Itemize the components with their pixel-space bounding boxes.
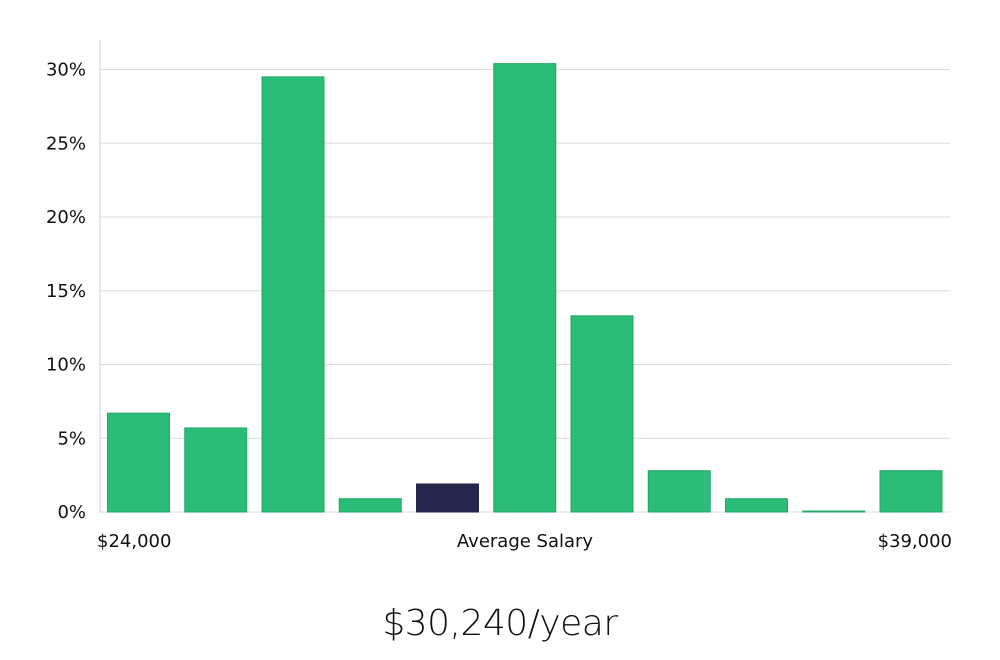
bar bbox=[647, 470, 711, 513]
y-tick-label: 25% bbox=[46, 133, 86, 154]
bars bbox=[107, 63, 943, 513]
bar bbox=[570, 315, 634, 513]
bar bbox=[107, 412, 170, 513]
x-end-label: $39,000 bbox=[878, 531, 952, 552]
bar bbox=[184, 427, 248, 513]
average-salary-headline: $30,240/year bbox=[382, 603, 618, 644]
y-tick-label: 0% bbox=[57, 502, 86, 523]
chart-canvas: 0% 5% 10% 15% 20% 25% 30% $24,000 Average Sala… bbox=[46, 40, 952, 552]
bar bbox=[493, 63, 557, 513]
x-start-label: $24,000 bbox=[97, 531, 171, 552]
x-center-label: Average Salary bbox=[457, 531, 594, 552]
bar bbox=[338, 498, 402, 513]
bar bbox=[802, 510, 866, 513]
bar bbox=[261, 76, 325, 513]
y-tick-label: 15% bbox=[46, 281, 86, 302]
y-tick-label: 10% bbox=[46, 355, 86, 376]
bar-highlighted bbox=[416, 483, 479, 513]
y-tick-label: 5% bbox=[57, 428, 86, 449]
bar bbox=[725, 498, 788, 513]
y-axis-tick-labels: 0% 5% 10% 15% 20% 25% 30% bbox=[46, 60, 86, 524]
y-tick-label: 30% bbox=[46, 60, 86, 81]
bar bbox=[879, 470, 943, 513]
y-tick-label: 20% bbox=[46, 207, 86, 228]
